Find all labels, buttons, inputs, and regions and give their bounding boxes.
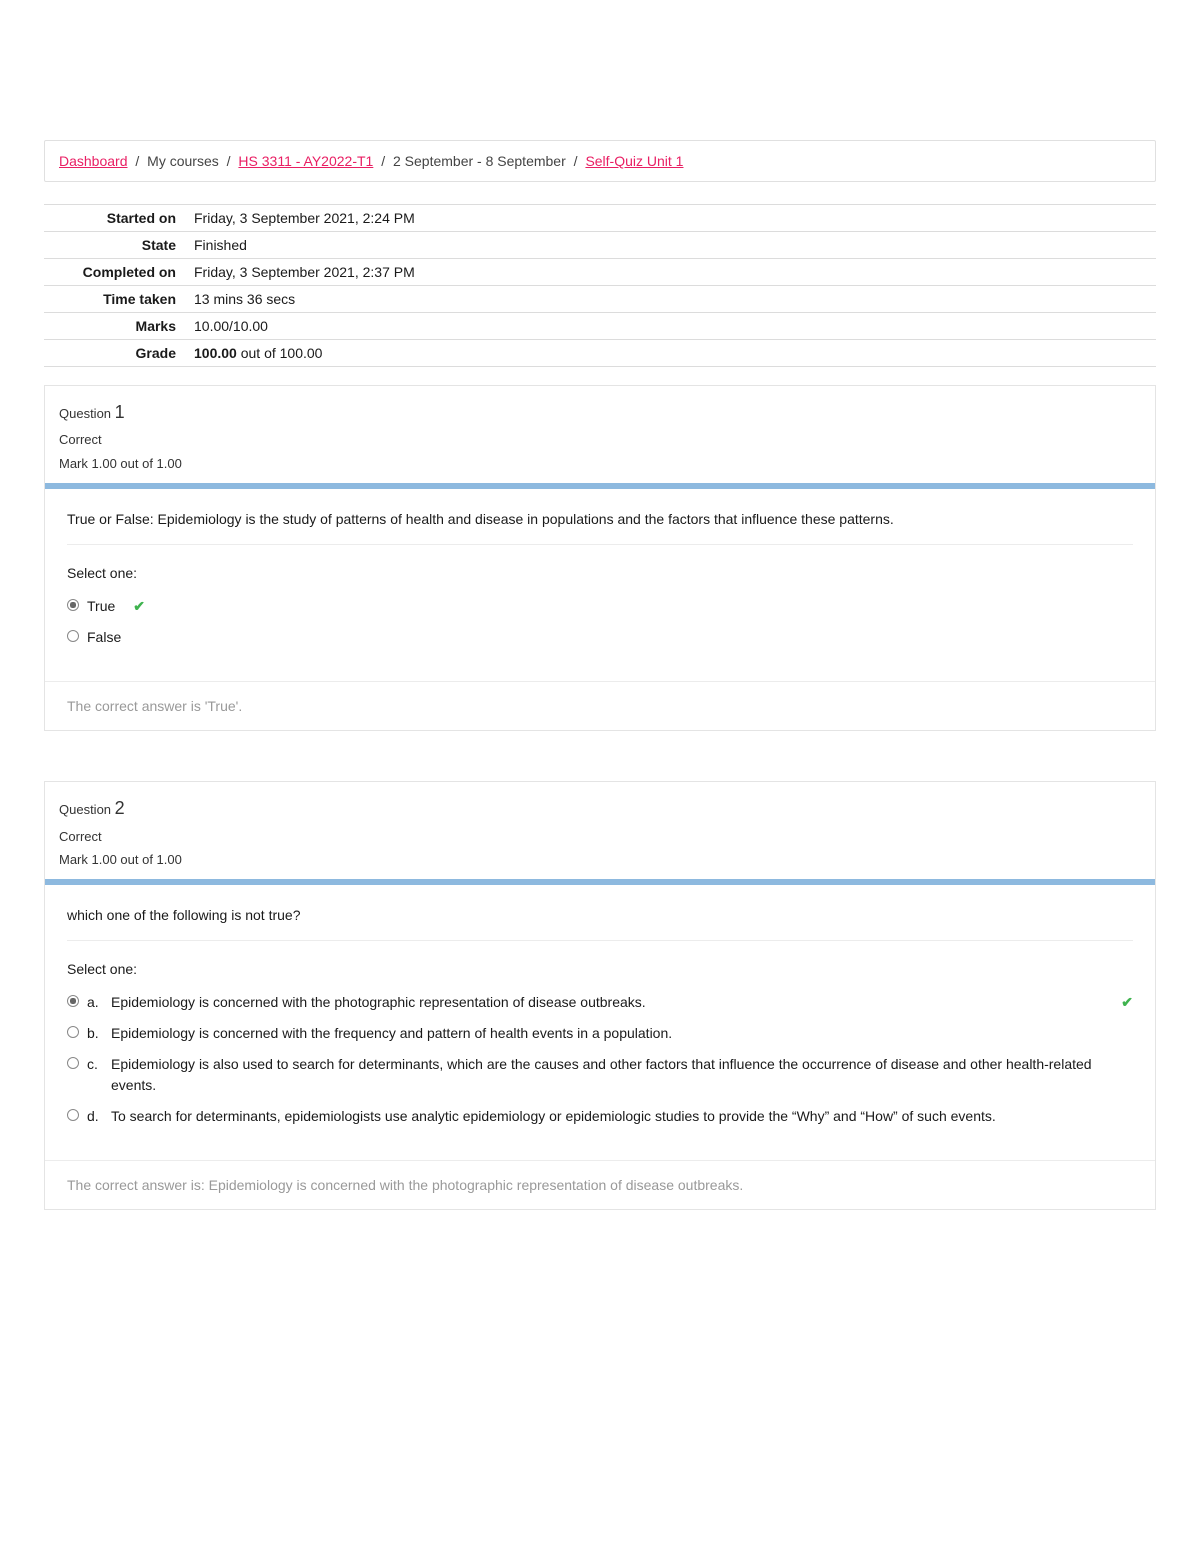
answer-label: Epidemiology is concerned with the frequ…: [111, 1023, 1133, 1044]
answer-label: Epidemiology is also used to search for …: [111, 1054, 1133, 1096]
table-row: Started on Friday, 3 September 2021, 2:2…: [44, 205, 1156, 232]
answer-list: True ✔ False: [67, 591, 1133, 653]
question-feedback: The correct answer is 'True'.: [45, 681, 1155, 730]
summary-value: Friday, 3 September 2021, 2:24 PM: [184, 205, 1156, 232]
radio-icon: [67, 1026, 79, 1038]
summary-label: Marks: [44, 313, 184, 340]
summary-label: Started on: [44, 205, 184, 232]
question-number: Question 2: [59, 792, 1141, 824]
breadcrumb-link-course[interactable]: HS 3311 - AY2022-T1: [238, 153, 373, 169]
breadcrumb-text-mycourses: My courses: [147, 153, 219, 169]
table-row: State Finished: [44, 232, 1156, 259]
answer-letter: a.: [87, 992, 111, 1013]
breadcrumb-separator: /: [227, 153, 231, 169]
question-status: Correct: [59, 428, 1141, 451]
breadcrumb-separator: /: [135, 153, 139, 169]
breadcrumb-separator: /: [381, 153, 385, 169]
summary-value: 10.00/10.00: [184, 313, 1156, 340]
answer-letter: d.: [87, 1106, 111, 1127]
table-row: Grade 100.00 out of 100.00: [44, 340, 1156, 367]
question-number: Question 1: [59, 396, 1141, 428]
answer-label: To search for determinants, epidemiologi…: [111, 1106, 1133, 1127]
summary-label: Grade: [44, 340, 184, 367]
answer-label: False: [87, 627, 133, 648]
answer-option[interactable]: d. To search for determinants, epidemiol…: [67, 1101, 1133, 1132]
answer-option[interactable]: c. Epidemiology is also used to search f…: [67, 1049, 1133, 1101]
question-number-value: 2: [115, 798, 125, 818]
question-status: Correct: [59, 825, 1141, 848]
question-body: True or False: Epidemiology is the study…: [45, 489, 1155, 681]
question-mark: Mark 1.00 out of 1.00: [59, 452, 1141, 475]
summary-value: Friday, 3 September 2021, 2:37 PM: [184, 259, 1156, 286]
check-icon: ✔: [1109, 992, 1133, 1013]
table-row: Marks 10.00/10.00: [44, 313, 1156, 340]
radio-icon: [67, 995, 79, 1007]
question-header: Question 1 Correct Mark 1.00 out of 1.00: [45, 386, 1155, 483]
radio-icon: [67, 1057, 79, 1069]
answer-option[interactable]: False: [67, 622, 1133, 653]
breadcrumb: Dashboard / My courses / HS 3311 - AY202…: [44, 140, 1156, 182]
summary-label: Time taken: [44, 286, 184, 313]
check-icon: ✔: [133, 596, 145, 617]
summary-label: Completed on: [44, 259, 184, 286]
answer-label: True: [87, 596, 127, 617]
radio-icon: [67, 630, 79, 642]
table-row: Completed on Friday, 3 September 2021, 2…: [44, 259, 1156, 286]
question-text: True or False: Epidemiology is the study…: [67, 509, 1133, 545]
question-label: Question: [59, 802, 111, 817]
question-label: Question: [59, 406, 111, 421]
answer-option[interactable]: True ✔: [67, 591, 1133, 622]
question-feedback: The correct answer is: Epidemiology is c…: [45, 1160, 1155, 1209]
select-one-prompt: Select one:: [67, 565, 1133, 581]
breadcrumb-separator: /: [574, 153, 578, 169]
summary-value: Finished: [184, 232, 1156, 259]
answer-list: a. Epidemiology is concerned with the ph…: [67, 987, 1133, 1132]
answer-option[interactable]: b. Epidemiology is concerned with the fr…: [67, 1018, 1133, 1049]
select-one-prompt: Select one:: [67, 961, 1133, 977]
grade-value-rest: out of 100.00: [237, 345, 323, 361]
question-text: which one of the following is not true?: [67, 905, 1133, 941]
breadcrumb-text-week: 2 September - 8 September: [393, 153, 566, 169]
question-body: which one of the following is not true? …: [45, 885, 1155, 1160]
breadcrumb-link-dashboard[interactable]: Dashboard: [59, 153, 128, 169]
answer-letter: c.: [87, 1054, 111, 1075]
table-row: Time taken 13 mins 36 secs: [44, 286, 1156, 313]
answer-label: Epidemiology is concerned with the photo…: [111, 992, 1109, 1013]
grade-value-bold: 100.00: [194, 345, 237, 361]
summary-value: 13 mins 36 secs: [184, 286, 1156, 313]
question-card: Question 1 Correct Mark 1.00 out of 1.00…: [44, 385, 1156, 731]
radio-icon: [67, 599, 79, 611]
question-number-value: 1: [115, 402, 125, 422]
question-card: Question 2 Correct Mark 1.00 out of 1.00…: [44, 781, 1156, 1210]
answer-option[interactable]: a. Epidemiology is concerned with the ph…: [67, 987, 1133, 1018]
summary-label: State: [44, 232, 184, 259]
radio-icon: [67, 1109, 79, 1121]
question-mark: Mark 1.00 out of 1.00: [59, 848, 1141, 871]
answer-letter: b.: [87, 1023, 111, 1044]
question-header: Question 2 Correct Mark 1.00 out of 1.00: [45, 782, 1155, 879]
attempt-summary-table: Started on Friday, 3 September 2021, 2:2…: [44, 204, 1156, 367]
breadcrumb-link-quiz[interactable]: Self-Quiz Unit 1: [585, 153, 683, 169]
summary-value: 100.00 out of 100.00: [184, 340, 1156, 367]
